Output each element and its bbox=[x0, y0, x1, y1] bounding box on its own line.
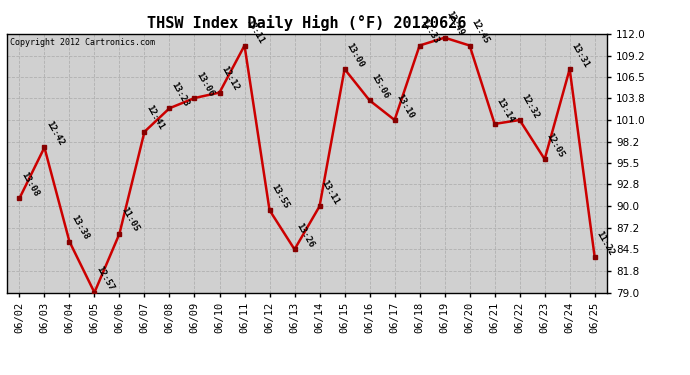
Text: 11:22: 11:22 bbox=[595, 230, 616, 257]
Text: 13:38: 13:38 bbox=[70, 214, 90, 242]
Text: 13:23: 13:23 bbox=[170, 81, 190, 108]
Text: 15:06: 15:06 bbox=[370, 73, 391, 100]
Text: 13:08: 13:08 bbox=[19, 171, 41, 198]
Text: 13:00: 13:00 bbox=[344, 41, 366, 69]
Text: 11:05: 11:05 bbox=[119, 206, 141, 234]
Text: 13:26: 13:26 bbox=[295, 222, 316, 249]
Text: 13:11: 13:11 bbox=[319, 178, 341, 206]
Text: Copyright 2012 Cartronics.com: Copyright 2012 Cartronics.com bbox=[10, 38, 155, 46]
Text: 12:05: 12:05 bbox=[544, 131, 566, 159]
Text: 13:55: 13:55 bbox=[270, 182, 290, 210]
Text: 13:06: 13:06 bbox=[195, 70, 216, 98]
Title: THSW Index Daily High (°F) 20120626: THSW Index Daily High (°F) 20120626 bbox=[148, 15, 466, 31]
Text: 13:31: 13:31 bbox=[570, 41, 591, 69]
Text: 12:45: 12:45 bbox=[470, 18, 491, 45]
Text: 12:33: 12:33 bbox=[420, 18, 441, 45]
Text: 12:57: 12:57 bbox=[95, 265, 116, 292]
Text: 13:11: 13:11 bbox=[244, 18, 266, 45]
Text: 12:32: 12:32 bbox=[520, 92, 541, 120]
Text: 13:10: 13:10 bbox=[395, 92, 416, 120]
Text: 12:41: 12:41 bbox=[144, 104, 166, 132]
Text: 12:12: 12:12 bbox=[219, 65, 241, 93]
Text: 12:49: 12:49 bbox=[444, 10, 466, 38]
Text: 12:42: 12:42 bbox=[44, 120, 66, 147]
Text: 13:14: 13:14 bbox=[495, 96, 516, 124]
